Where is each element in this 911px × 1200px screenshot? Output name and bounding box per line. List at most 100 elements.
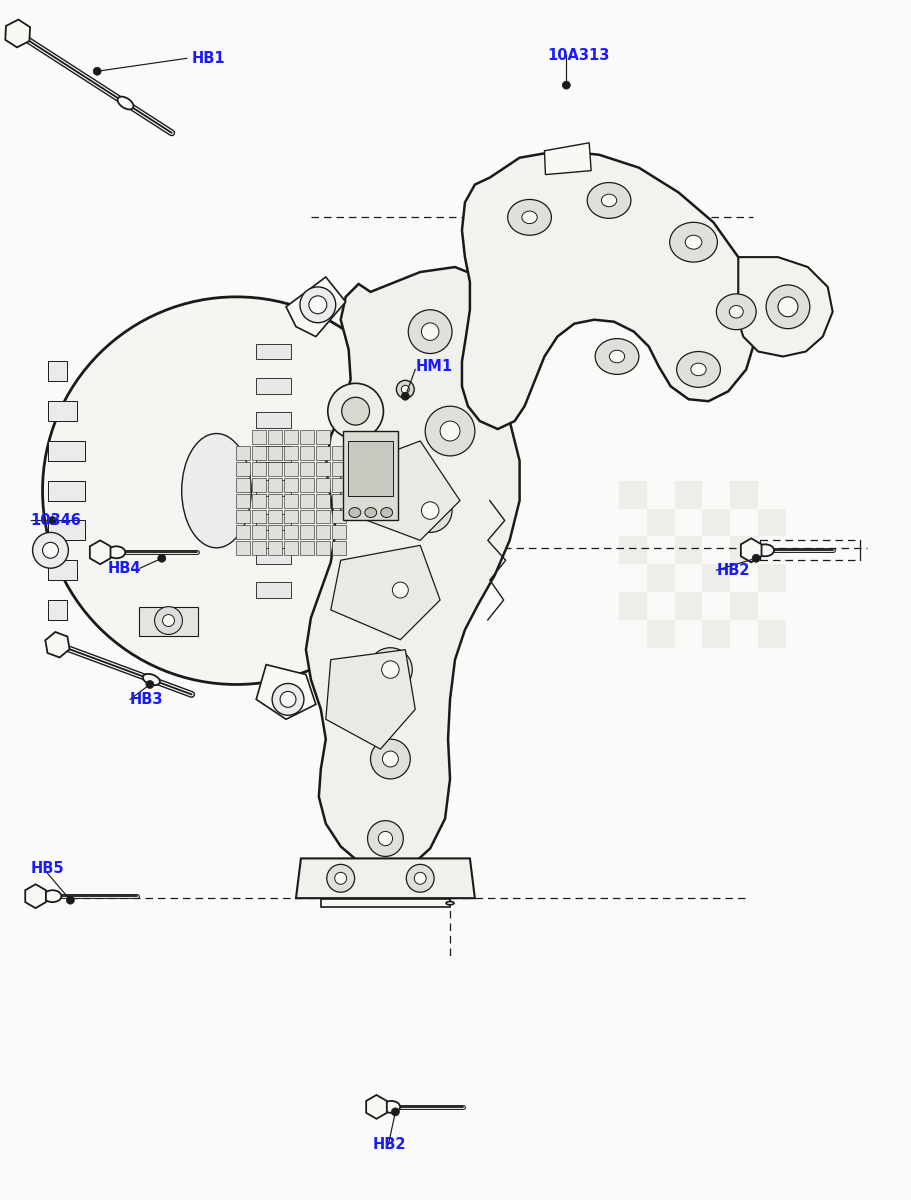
Polygon shape xyxy=(47,440,86,461)
Ellipse shape xyxy=(44,890,61,902)
Ellipse shape xyxy=(446,901,454,905)
Bar xyxy=(675,509,702,536)
Circle shape xyxy=(162,614,175,626)
Bar xyxy=(619,509,647,536)
Polygon shape xyxy=(300,430,314,444)
Circle shape xyxy=(327,864,354,893)
Circle shape xyxy=(562,82,570,89)
Polygon shape xyxy=(256,582,291,598)
Polygon shape xyxy=(256,480,291,496)
Polygon shape xyxy=(286,277,345,337)
Circle shape xyxy=(158,554,166,563)
Circle shape xyxy=(392,1108,399,1116)
Text: HB1: HB1 xyxy=(191,50,225,66)
Polygon shape xyxy=(256,665,316,719)
Circle shape xyxy=(146,680,154,689)
Bar xyxy=(647,536,675,564)
Ellipse shape xyxy=(422,323,439,341)
Ellipse shape xyxy=(408,310,452,354)
Polygon shape xyxy=(47,361,67,382)
Circle shape xyxy=(342,397,370,425)
Bar xyxy=(675,592,702,620)
Bar xyxy=(758,620,786,648)
Polygon shape xyxy=(256,412,291,427)
Polygon shape xyxy=(5,19,30,47)
Polygon shape xyxy=(256,514,291,530)
Ellipse shape xyxy=(507,199,551,235)
Polygon shape xyxy=(252,430,266,444)
Bar xyxy=(702,564,731,592)
Polygon shape xyxy=(284,493,298,508)
Circle shape xyxy=(67,896,75,904)
Circle shape xyxy=(280,691,296,707)
Text: HB5: HB5 xyxy=(31,860,65,876)
Polygon shape xyxy=(332,510,345,523)
Polygon shape xyxy=(332,478,345,492)
Polygon shape xyxy=(332,541,345,556)
Ellipse shape xyxy=(440,421,460,440)
Bar xyxy=(675,564,702,592)
Ellipse shape xyxy=(383,1100,400,1112)
Text: 10A313: 10A313 xyxy=(548,48,609,62)
Bar xyxy=(675,536,702,564)
Polygon shape xyxy=(306,268,519,874)
Circle shape xyxy=(48,516,56,524)
Polygon shape xyxy=(316,541,330,556)
Bar xyxy=(731,592,758,620)
Bar xyxy=(731,509,758,536)
Circle shape xyxy=(272,684,304,715)
Circle shape xyxy=(766,284,810,329)
Ellipse shape xyxy=(609,350,625,362)
Polygon shape xyxy=(343,431,397,521)
Polygon shape xyxy=(284,478,298,492)
Polygon shape xyxy=(316,430,330,444)
Polygon shape xyxy=(316,478,330,492)
Ellipse shape xyxy=(595,338,639,374)
Circle shape xyxy=(33,533,68,568)
Polygon shape xyxy=(139,607,198,636)
Ellipse shape xyxy=(381,570,420,610)
Polygon shape xyxy=(300,478,314,492)
Polygon shape xyxy=(47,560,77,580)
Polygon shape xyxy=(284,446,298,460)
Polygon shape xyxy=(284,526,298,539)
Polygon shape xyxy=(366,1094,387,1118)
Polygon shape xyxy=(321,899,450,907)
Polygon shape xyxy=(300,526,314,539)
Circle shape xyxy=(402,392,409,401)
Polygon shape xyxy=(236,541,251,556)
Polygon shape xyxy=(736,257,833,356)
Polygon shape xyxy=(284,510,298,523)
Bar xyxy=(647,481,675,509)
Polygon shape xyxy=(462,151,756,430)
Polygon shape xyxy=(316,510,330,523)
Bar xyxy=(702,481,731,509)
Polygon shape xyxy=(46,632,69,658)
Polygon shape xyxy=(256,446,291,462)
Ellipse shape xyxy=(691,364,706,376)
Ellipse shape xyxy=(408,488,452,533)
Circle shape xyxy=(334,872,347,884)
Polygon shape xyxy=(268,462,282,475)
Circle shape xyxy=(43,542,58,558)
Ellipse shape xyxy=(756,545,774,557)
Ellipse shape xyxy=(677,352,721,388)
Polygon shape xyxy=(284,462,298,475)
Circle shape xyxy=(402,385,409,394)
Polygon shape xyxy=(332,526,345,539)
Text: HM1: HM1 xyxy=(415,359,453,374)
Ellipse shape xyxy=(364,508,377,517)
Circle shape xyxy=(300,287,336,323)
Ellipse shape xyxy=(181,433,251,548)
Ellipse shape xyxy=(670,222,717,262)
Polygon shape xyxy=(252,478,266,492)
Polygon shape xyxy=(332,462,345,475)
Polygon shape xyxy=(252,493,266,508)
Polygon shape xyxy=(236,462,251,475)
Bar xyxy=(731,536,758,564)
Ellipse shape xyxy=(371,739,410,779)
Circle shape xyxy=(778,296,798,317)
Circle shape xyxy=(406,864,435,893)
Polygon shape xyxy=(284,430,298,444)
Polygon shape xyxy=(268,446,282,460)
